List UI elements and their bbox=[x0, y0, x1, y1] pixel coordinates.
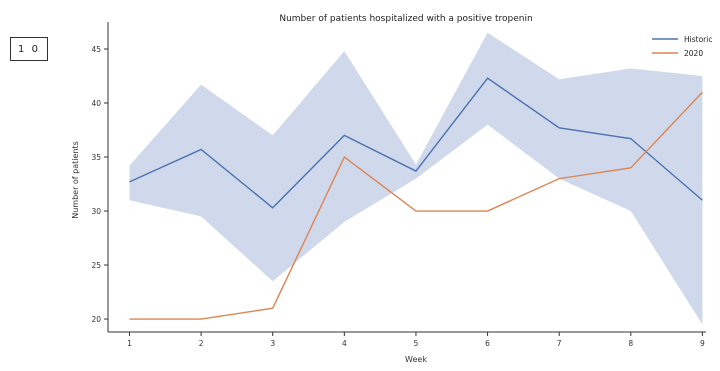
x-tick-label: 8 bbox=[628, 339, 633, 348]
x-tick-label: 4 bbox=[342, 339, 347, 348]
confidence-band-0 bbox=[129, 32, 703, 325]
y-tick-label: 25 bbox=[91, 261, 101, 270]
x-tick-label: 1 bbox=[127, 339, 132, 348]
x-tick-label: 5 bbox=[414, 339, 419, 348]
plot-area bbox=[129, 32, 703, 325]
panel-label: 1 0 bbox=[10, 37, 48, 61]
y-axis-label: Number of patients bbox=[71, 141, 80, 219]
x-tick-label: 9 bbox=[700, 339, 705, 348]
x-tick-label: 7 bbox=[557, 339, 562, 348]
y-tick-label: 35 bbox=[91, 153, 101, 162]
y-axis-ticks: 20 25 30 35 40 45 bbox=[91, 45, 108, 324]
x-axis-ticks: 1 2 3 4 5 6 7 8 9 bbox=[127, 332, 705, 348]
y-tick-label: 30 bbox=[91, 207, 101, 216]
y-tick-label: 40 bbox=[91, 99, 101, 108]
x-tick-label: 6 bbox=[485, 339, 490, 348]
x-tick-label: 3 bbox=[270, 339, 275, 348]
series-line-1 bbox=[129, 91, 703, 320]
chart-title: Number of patients hospitalized with a p… bbox=[279, 14, 532, 24]
y-tick-label: 20 bbox=[91, 315, 101, 324]
series-line-0 bbox=[129, 77, 703, 209]
legend-label-1: 2020 bbox=[684, 49, 703, 58]
x-axis-label: Week bbox=[405, 355, 427, 364]
legend-label-0: Historic bbox=[684, 35, 712, 44]
x-tick-label: 2 bbox=[199, 339, 204, 348]
legend: Historic 2020 bbox=[652, 35, 712, 58]
y-tick-label: 45 bbox=[91, 45, 101, 54]
